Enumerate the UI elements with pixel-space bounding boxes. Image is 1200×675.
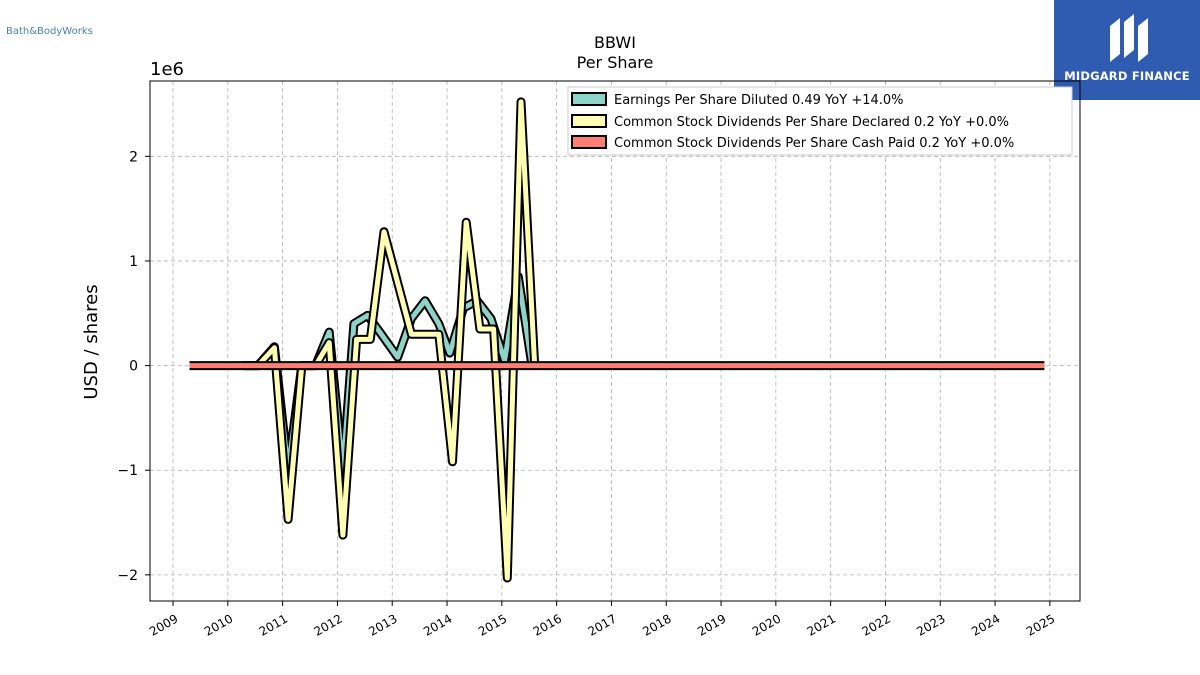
y-tick-label: 1 <box>129 254 138 270</box>
series-declared-line-fill <box>244 99 538 581</box>
x-tick-label: 2014 <box>421 611 454 638</box>
y-tick-label: −2 <box>117 568 138 584</box>
x-tick-label: 2011 <box>257 611 290 638</box>
plot-frame <box>149 80 1081 602</box>
x-tick-label: 2016 <box>531 611 564 638</box>
series-lines <box>189 97 1045 583</box>
y-tick-label: 0 <box>129 359 138 375</box>
x-tick-label: 2022 <box>859 611 892 638</box>
legend-swatch-declared <box>571 114 607 128</box>
x-tick-label: 2021 <box>805 611 838 638</box>
x-tick-label: 2025 <box>1024 611 1057 638</box>
midgard-mark-icon <box>1110 14 1148 62</box>
series-declared-line <box>244 97 540 583</box>
y-tick-label: −1 <box>117 463 138 479</box>
midgard-finance-logo: MIDGARD FINANCE <box>1054 0 1200 100</box>
legend: Earnings Per Share Diluted 0.49 YoY +14.… <box>567 86 1073 156</box>
x-tick-label: 2013 <box>366 611 399 638</box>
x-axis-ticks: 2009 2010 2011 2012 2013 2014 2015 2016 2017 2018… <box>147 601 1057 639</box>
x-tick-label: 2024 <box>969 611 1002 638</box>
legend-item-eps: Earnings Per Share Diluted 0.49 YoY +14.… <box>571 92 904 108</box>
x-tick-label: 2023 <box>914 611 947 638</box>
x-tick-label: 2009 <box>147 611 180 638</box>
chart-subtitle: Per Share <box>577 53 654 72</box>
legend-label-declared: Common Stock Dividends Per Share Declare… <box>614 115 1009 130</box>
bath-body-works-logo: Bath&BodyWorks <box>6 26 93 37</box>
legend-swatch-eps <box>571 92 607 106</box>
legend-item-cash: Common Stock Dividends Per Share Cash Pa… <box>571 135 1014 151</box>
x-tick-label: 2020 <box>750 611 783 638</box>
legend-box <box>567 86 1073 156</box>
chart-title: BBWI <box>594 33 636 52</box>
y-multiplier: 1e6 <box>150 59 184 80</box>
y-tick-label: 2 <box>129 149 138 165</box>
x-tick-label: 2019 <box>695 611 728 638</box>
legend-swatch-cash <box>571 135 607 149</box>
legend-label-eps: Earnings Per Share Diluted 0.49 YoY +14.… <box>614 93 904 108</box>
y-axis-ticks: −2 −1 0 1 2 <box>117 149 150 584</box>
x-tick-label: 2010 <box>202 611 235 638</box>
x-tick-label: 2018 <box>640 611 673 638</box>
legend-item-declared: Common Stock Dividends Per Share Declare… <box>571 114 1009 130</box>
x-tick-label: 2012 <box>311 611 344 638</box>
y-axis-label: USD / shares <box>81 284 102 399</box>
legend-label-cash: Common Stock Dividends Per Share Cash Pa… <box>614 136 1014 151</box>
x-tick-label: 2015 <box>476 611 509 638</box>
midgard-finance-label: MIDGARD FINANCE <box>1064 69 1190 83</box>
x-tick-label: 2017 <box>585 611 618 638</box>
